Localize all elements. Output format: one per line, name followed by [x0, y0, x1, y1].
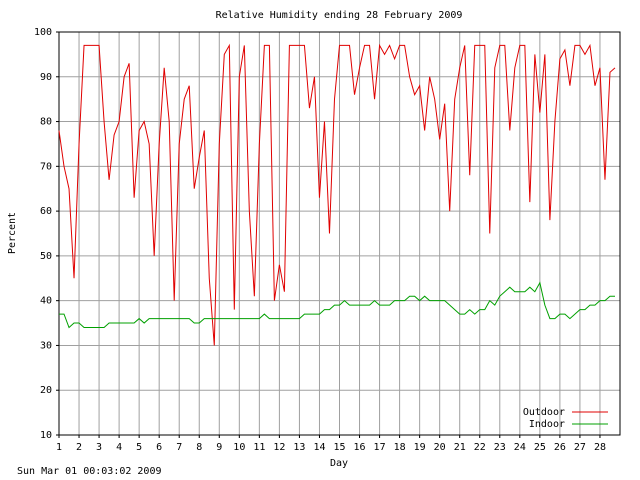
x-tick-label: 27 [574, 442, 586, 453]
y-tick-label: 80 [40, 117, 52, 128]
x-tick-label: 23 [494, 442, 506, 453]
x-tick-label: 13 [293, 442, 305, 453]
y-axis-label: Percent [7, 212, 18, 254]
x-tick-label: 14 [313, 442, 325, 453]
x-tick-label: 28 [594, 442, 606, 453]
x-tick-label: 6 [156, 442, 162, 453]
y-tick-label: 20 [40, 385, 52, 396]
x-tick-label: 5 [136, 442, 142, 453]
x-tick-label: 16 [354, 442, 366, 453]
x-tick-label: 4 [116, 442, 122, 453]
legend-label: Outdoor [523, 407, 565, 418]
y-tick-label: 70 [40, 161, 52, 172]
x-tick-label: 9 [216, 442, 222, 453]
x-tick-label: 22 [474, 442, 486, 453]
y-tick-label: 50 [40, 251, 52, 262]
y-tick-label: 60 [40, 206, 52, 217]
x-tick-label: 19 [414, 442, 426, 453]
x-tick-label: 2 [76, 442, 82, 453]
x-tick-label: 18 [394, 442, 406, 453]
y-tick-label: 90 [40, 72, 52, 83]
plot-frame [58, 31, 621, 436]
x-tick-label: 26 [554, 442, 566, 453]
x-tick-label: 20 [434, 442, 446, 453]
x-tick-label: 3 [96, 442, 102, 453]
x-tick-label: 21 [454, 442, 466, 453]
x-tick-label: 1 [56, 442, 62, 453]
x-tick-label: 25 [534, 442, 546, 453]
data-line [59, 281, 615, 329]
footer-timestamp: Sun Mar 01 00:03:02 2009 [17, 466, 162, 477]
y-tick-label: 40 [40, 296, 52, 307]
x-tick-label: 7 [176, 442, 182, 453]
x-tick-label: 12 [273, 442, 285, 453]
data-line [58, 43, 616, 346]
legend-label: Indoor [529, 419, 565, 430]
y-tick-label: 30 [40, 340, 52, 351]
x-axis-label: Day [330, 458, 348, 469]
x-tick-label: 10 [233, 442, 245, 453]
x-tick-label: 8 [196, 442, 202, 453]
y-tick-label: 10 [40, 430, 52, 441]
chart-title: Relative Humidity ending 28 February 200… [216, 10, 463, 21]
x-tick-label: 17 [374, 442, 386, 453]
x-tick-label: 11 [253, 442, 265, 453]
x-tick-label: 15 [333, 442, 345, 453]
x-tick-label: 24 [514, 442, 526, 453]
y-tick-label: 100 [34, 27, 52, 38]
